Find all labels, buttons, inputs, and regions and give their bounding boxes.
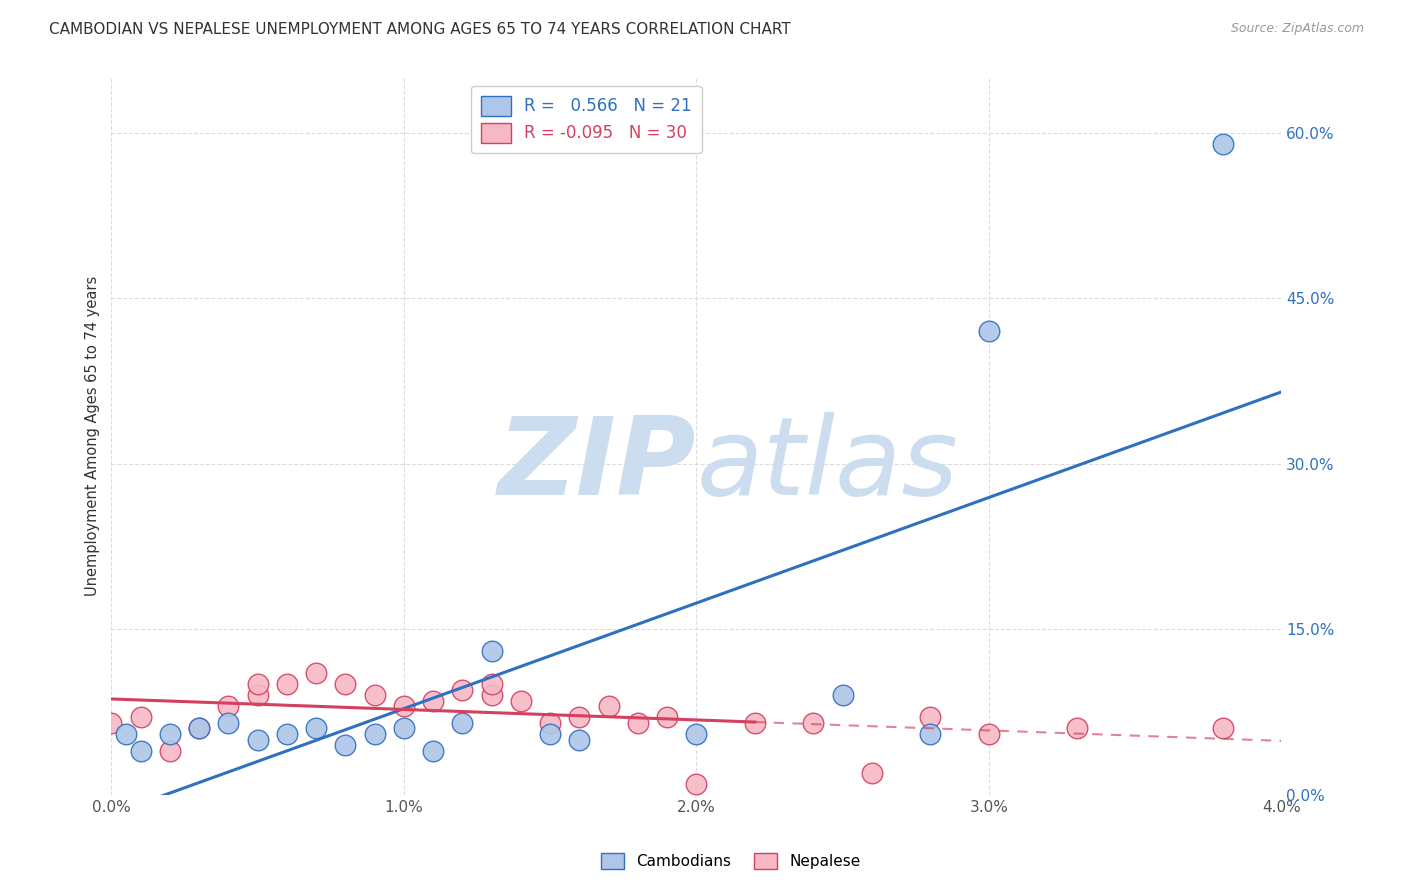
Point xyxy=(115,727,138,741)
Point xyxy=(685,777,707,791)
Point xyxy=(246,732,269,747)
Point xyxy=(538,727,561,741)
Point xyxy=(481,644,503,658)
Point xyxy=(276,727,298,741)
Point xyxy=(509,694,531,708)
Point xyxy=(860,765,883,780)
Point xyxy=(598,699,620,714)
Text: CAMBODIAN VS NEPALESE UNEMPLOYMENT AMONG AGES 65 TO 74 YEARS CORRELATION CHART: CAMBODIAN VS NEPALESE UNEMPLOYMENT AMONG… xyxy=(49,22,792,37)
Point xyxy=(1212,722,1234,736)
Point xyxy=(246,689,269,703)
Point xyxy=(803,716,825,731)
Point xyxy=(305,666,328,681)
Point xyxy=(451,682,474,697)
Point xyxy=(627,716,650,731)
Point xyxy=(217,699,239,714)
Point xyxy=(392,722,415,736)
Point xyxy=(129,710,152,724)
Point xyxy=(217,716,239,731)
Point xyxy=(744,716,766,731)
Point xyxy=(129,743,152,757)
Point xyxy=(657,710,679,724)
Point xyxy=(335,677,357,691)
Text: Source: ZipAtlas.com: Source: ZipAtlas.com xyxy=(1230,22,1364,36)
Point xyxy=(188,722,211,736)
Point xyxy=(538,716,561,731)
Point xyxy=(276,677,298,691)
Point xyxy=(481,689,503,703)
Point xyxy=(159,743,181,757)
Point xyxy=(246,677,269,691)
Point xyxy=(305,722,328,736)
Point xyxy=(451,716,474,731)
Point xyxy=(831,689,853,703)
Point xyxy=(568,710,591,724)
Point xyxy=(1066,722,1088,736)
Point xyxy=(1212,136,1234,151)
Point xyxy=(363,727,385,741)
Y-axis label: Unemployment Among Ages 65 to 74 years: Unemployment Among Ages 65 to 74 years xyxy=(86,276,100,596)
Text: ZIP: ZIP xyxy=(498,412,696,517)
Point xyxy=(392,699,415,714)
Point xyxy=(977,324,1000,338)
Point xyxy=(159,727,181,741)
Text: atlas: atlas xyxy=(696,412,959,517)
Point xyxy=(481,677,503,691)
Point xyxy=(920,710,942,724)
Point xyxy=(422,743,444,757)
Point xyxy=(188,722,211,736)
Point xyxy=(335,738,357,752)
Point xyxy=(977,727,1000,741)
Legend: Cambodians, Nepalese: Cambodians, Nepalese xyxy=(595,847,868,875)
Point xyxy=(568,732,591,747)
Point xyxy=(363,689,385,703)
Point xyxy=(100,716,122,731)
Legend: R =   0.566   N = 21, R = -0.095   N = 30: R = 0.566 N = 21, R = -0.095 N = 30 xyxy=(471,86,702,153)
Point xyxy=(920,727,942,741)
Point xyxy=(422,694,444,708)
Point xyxy=(685,727,707,741)
